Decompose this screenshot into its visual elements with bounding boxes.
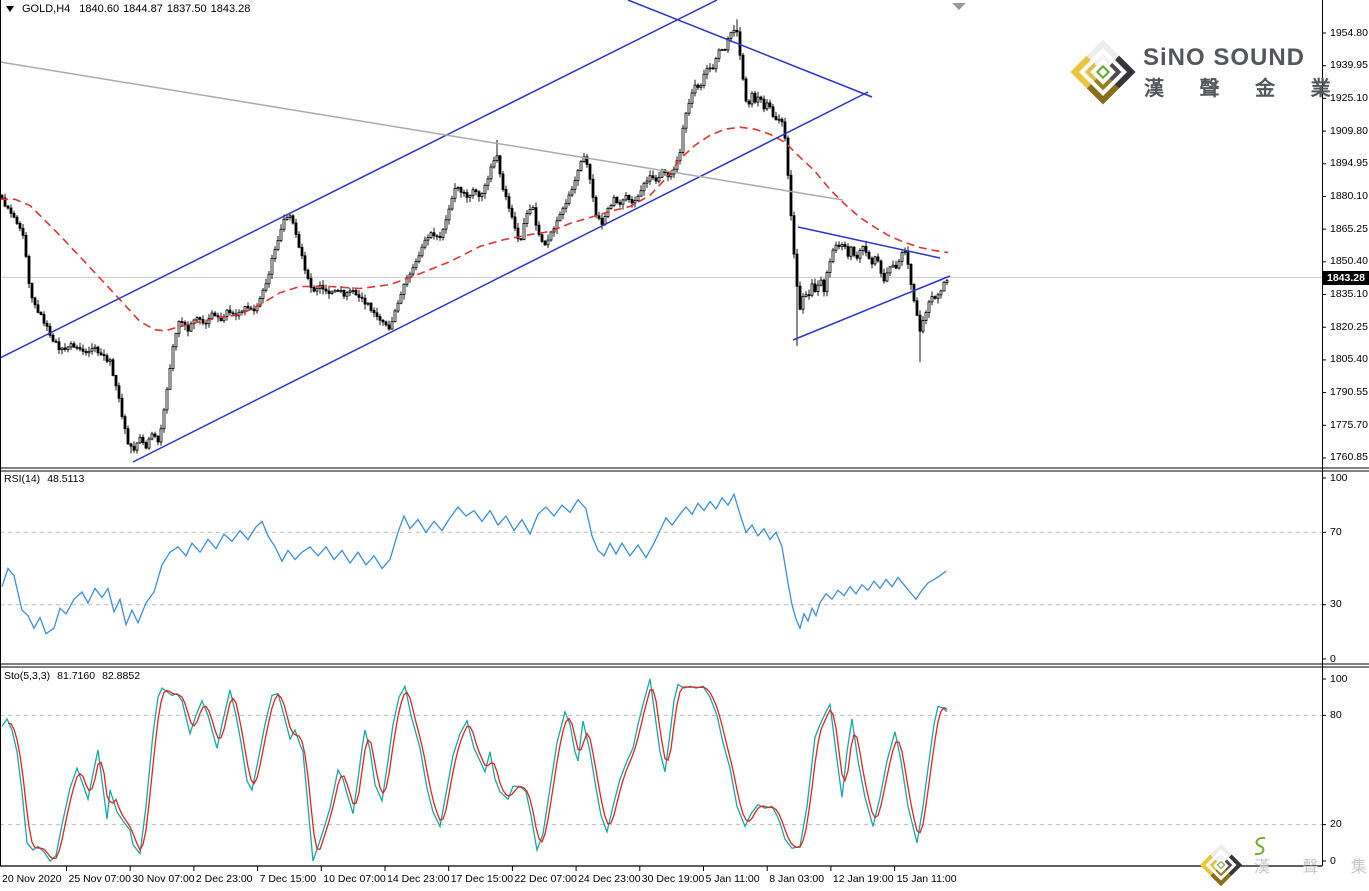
time-axis-label: 30 Nov 07:00: [132, 873, 195, 885]
price-axis-label: 1909.80: [1330, 124, 1368, 137]
ohlc-high: 1844.87: [123, 2, 163, 15]
trendline-wedge-upper[interactable]: [797, 226, 941, 259]
sto-k-value: 81.7160: [57, 670, 96, 682]
current-price-tag: 1843.28: [1323, 271, 1369, 285]
time-axis-label: 20 Nov 2020: [2, 873, 62, 885]
sto-d-line[interactable]: [7, 686, 948, 860]
chart-title-bar[interactable]: GOLD,H4 1840.60 1844.87 1837.50 1843.28: [6, 2, 250, 15]
watermark-green-mark-icon: [1254, 836, 1266, 856]
price-axis-label: 1820.25: [1330, 320, 1368, 333]
trendline-descending-long[interactable]: [627, 0, 873, 98]
current-price-value: 1843.28: [1327, 272, 1365, 284]
price-axis-label: 1880.10: [1330, 189, 1368, 202]
rsi-axis-label: 30: [1330, 598, 1342, 611]
sto-axis-label: 80: [1330, 708, 1342, 721]
time-axis-label: 15 Jan 11:00: [896, 873, 957, 885]
sto-d-value: 82.8852: [102, 670, 141, 682]
time-axis-label: 12 Jan 19:00: [832, 873, 894, 885]
broker-logo: SiNO SOUND 漢 聲 金 業: [1070, 36, 1362, 108]
logo-name-text: SiNO SOUND: [1143, 44, 1306, 71]
trendline-channel-upper[interactable]: [0, 0, 718, 359]
ohlc-close: 1843.28: [210, 2, 251, 15]
time-axis-label: 14 Dec 23:00: [387, 873, 450, 885]
time-axis-label: 17 Dec 15:00: [450, 873, 514, 885]
rsi-axis-label: 70: [1330, 525, 1342, 538]
rsi-name: RSI(14): [4, 473, 41, 485]
rsi-value: 48.5113: [47, 473, 85, 485]
watermark-diamond-icon: [1199, 843, 1243, 887]
logo-diamond-icon: [1070, 39, 1136, 105]
price-axis-label: 1775.70: [1330, 418, 1368, 431]
rsi-line[interactable]: [1, 492, 947, 635]
time-axis-label: 22 Dec 07:00: [514, 873, 577, 885]
symbol-label: GOLD,H4: [22, 2, 71, 15]
price-axis-label: 1835.10: [1330, 288, 1368, 301]
watermark-chinese-text: 漢 聲 集 團: [1254, 859, 1369, 876]
time-axis-label: 5 Jan 11:00: [705, 873, 760, 885]
candlesticks[interactable]: [0, 19, 949, 454]
price-axis-label: 1939.95: [1330, 59, 1368, 72]
trendline-channel-lower[interactable]: [132, 91, 869, 463]
time-axis-label: 24 Dec 23:00: [578, 873, 641, 885]
price-axis-label: 1865.25: [1330, 222, 1368, 235]
sto-name: Sto(5,3,3): [4, 670, 51, 682]
sto-axis-label: 100: [1330, 672, 1348, 685]
ohlc-low: 1837.50: [166, 2, 207, 15]
sto-axis-label: 20: [1330, 818, 1342, 831]
time-axis-label: 8 Jan 03:00: [769, 873, 825, 885]
time-axis-label: 30 Dec 19:00: [641, 873, 705, 885]
time-axis-label: 7 Dec 15:00: [259, 873, 317, 885]
trendline-wedge-lower[interactable]: [792, 275, 951, 341]
price-axis-label: 1850.40: [1330, 255, 1368, 268]
logo-chinese-text: 漢 聲 金 業: [1144, 78, 1346, 100]
price-axis-label: 1790.55: [1330, 386, 1368, 399]
price-axis-label: 1805.40: [1330, 353, 1368, 366]
time-axis-label: 2 Dec 23:00: [195, 873, 253, 885]
price-axis-label: 1760.85: [1330, 451, 1368, 464]
sto-k-line[interactable]: [1, 678, 948, 862]
chart-shift-marker-icon[interactable]: [952, 3, 966, 10]
rsi-indicator-label: RSI(14) 48.5113: [4, 473, 84, 485]
stochastic-indicator-label: Sto(5,3,3) 81.7160 82.8852: [4, 670, 140, 682]
price-axis-label: 1954.80: [1330, 26, 1368, 39]
trendline-gray-trendline[interactable]: [0, 61, 844, 201]
symbol-dropdown-icon[interactable]: [6, 5, 14, 12]
price-axis-label: 1925.10: [1330, 91, 1368, 104]
time-axis-label: 10 Dec 07:00: [323, 873, 386, 885]
rsi-axis-label: 100: [1330, 471, 1348, 484]
bottom-right-watermark: 漢 聲 集 團: [1196, 832, 1369, 891]
sto-axis-label: 0: [1330, 854, 1336, 867]
rsi-axis-label: 0: [1330, 652, 1336, 665]
price-axis-label: 1894.95: [1330, 157, 1368, 170]
ohlc-open: 1840.60: [79, 2, 120, 15]
time-axis-label: 25 Nov 07:00: [68, 873, 131, 885]
moving-average-line[interactable]: [0, 126, 949, 332]
